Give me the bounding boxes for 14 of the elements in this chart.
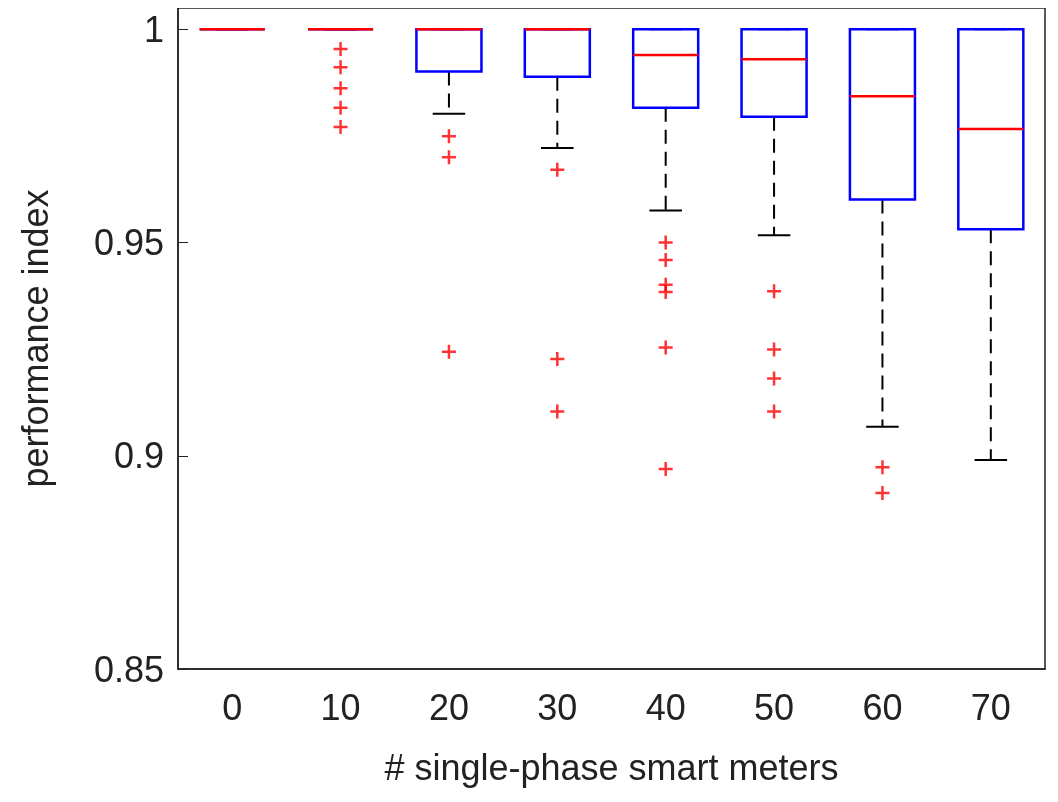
x-tick-label: 10 xyxy=(320,686,361,728)
x-tick-label: 40 xyxy=(645,686,686,728)
x-axis-title: # single-phase smart meters xyxy=(384,746,839,788)
x-tick-label: 60 xyxy=(862,686,903,728)
y-axis-title: performance index xyxy=(14,189,56,488)
y-tick-label: 0.95 xyxy=(93,222,164,264)
y-tick-label: 0.85 xyxy=(93,648,164,690)
x-tick-label: 0 xyxy=(222,686,243,728)
x-tick-label: 20 xyxy=(428,686,469,728)
x-tick-label: 50 xyxy=(754,686,795,728)
y-tick-label: 1 xyxy=(143,8,164,50)
x-tick-label: 70 xyxy=(970,686,1011,728)
x-tick-label: 30 xyxy=(537,686,578,728)
y-tick-label: 0.9 xyxy=(113,435,164,477)
